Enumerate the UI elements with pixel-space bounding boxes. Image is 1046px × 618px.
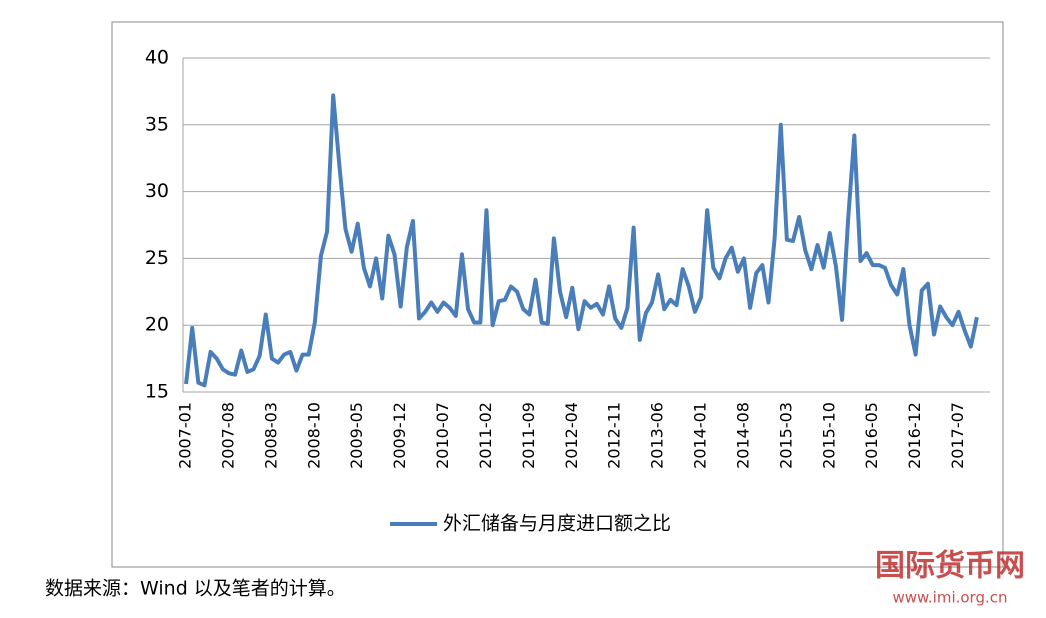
x-tick-label: 2012-11 (605, 402, 624, 469)
legend-label: 外汇储备与月度进口额之比 (443, 513, 671, 535)
x-tick-label: 2010-07 (433, 402, 452, 469)
x-tick-label: 2017-07 (948, 402, 967, 469)
x-tick-label: 2015-03 (776, 402, 795, 469)
chart-frame (111, 21, 1004, 568)
y-tick-label: 35 (145, 113, 169, 135)
x-tick-label: 2016-12 (905, 402, 924, 469)
x-tick-label: 2007-01 (176, 402, 195, 469)
x-tick-label: 2007-08 (218, 402, 237, 469)
source-note: 数据来源：Wind 以及笔者的计算。 (45, 578, 346, 600)
watermark-url: www.imi.org.cn (892, 589, 1007, 607)
x-tick-label: 2015-10 (819, 402, 838, 469)
y-tick-label: 15 (145, 381, 169, 403)
y-tick-label: 20 (145, 314, 169, 336)
y-tick-label: 40 (145, 47, 169, 69)
x-tick-label: 2008-03 (261, 402, 280, 469)
x-tick-label: 2014-08 (733, 402, 752, 469)
x-tick-label: 2008-10 (304, 402, 323, 469)
watermark: 国际货币网 (875, 549, 1025, 584)
x-tick-label: 2009-12 (390, 402, 409, 469)
y-tick-label: 30 (145, 180, 169, 202)
x-tick-label: 2011-02 (476, 402, 495, 469)
x-tick-label: 2014-01 (691, 402, 710, 469)
x-tick-label: 2016-05 (862, 402, 881, 469)
x-tick-label: 2012-04 (562, 402, 581, 469)
x-tick-label: 2009-05 (347, 402, 366, 469)
y-tick-label: 25 (145, 247, 169, 269)
x-tick-label: 2011-09 (519, 402, 538, 469)
x-tick-label: 2013-06 (648, 402, 667, 469)
data-line (184, 93, 979, 388)
